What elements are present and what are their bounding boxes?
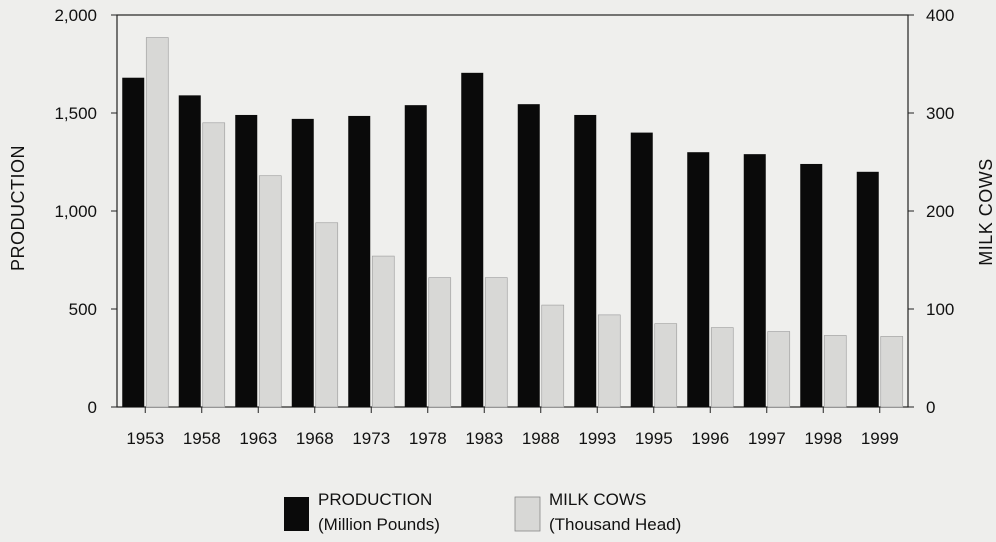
bar-production-1968 — [291, 118, 314, 407]
x-tick-label-1968: 1968 — [296, 429, 334, 448]
bar-production-1963 — [235, 114, 258, 408]
left-tick-label: 1,000 — [54, 202, 97, 221]
bar-production-1999 — [856, 171, 879, 407]
right-tick-label: 400 — [926, 6, 954, 25]
right-tick-label: 0 — [926, 398, 935, 417]
left-tick-label: 0 — [88, 398, 97, 417]
legend-swatch-production — [284, 497, 309, 531]
bar-milk-cows-1999 — [880, 336, 904, 408]
x-tick-label-1997: 1997 — [748, 429, 786, 448]
right-tick-label: 200 — [926, 202, 954, 221]
legend-unit-milk-cows: (Thousand Head) — [549, 515, 681, 534]
x-tick-label-1958: 1958 — [183, 429, 221, 448]
right-axis-title: MILK COWS — [976, 158, 996, 266]
x-tick-label-1983: 1983 — [465, 429, 503, 448]
bar-production-1953 — [122, 77, 145, 407]
x-tick-label-1973: 1973 — [352, 429, 390, 448]
x-tick-label-1963: 1963 — [239, 429, 277, 448]
bar-production-1993 — [574, 114, 597, 408]
legend-label-milk-cows: MILK COWS — [549, 490, 646, 509]
legend-label-production: PRODUCTION — [318, 490, 432, 509]
bar-milk-cows-1993 — [597, 314, 621, 408]
x-tick-label-1995: 1995 — [635, 429, 673, 448]
axes-group: 1953 1958 1963 1968 1973 1978 1983 1988 1993 1995… — [54, 6, 954, 448]
left-tick-label: 1,500 — [54, 104, 97, 123]
bar-milk-cows-1953 — [145, 37, 169, 408]
bar-production-1988 — [517, 104, 540, 408]
bar-production-1996 — [687, 152, 710, 407]
x-tick-label-1953: 1953 — [126, 429, 164, 448]
left-tick-label: 500 — [69, 300, 97, 319]
x-tick-label-1996: 1996 — [691, 429, 729, 448]
x-tick-label-1999: 1999 — [861, 429, 899, 448]
bar-milk-cows-1998 — [823, 335, 847, 408]
right-tick-label: 300 — [926, 104, 954, 123]
bar-production-1983 — [461, 72, 484, 407]
bar-production-1998 — [800, 163, 823, 407]
bars-group — [122, 37, 904, 408]
bar-milk-cows-1988 — [541, 304, 565, 408]
bar-production-1978 — [404, 105, 427, 407]
bar-milk-cows-1997 — [767, 331, 791, 408]
bar-milk-cows-1995 — [654, 323, 678, 408]
bar-milk-cows-1983 — [484, 277, 508, 408]
bar-milk-cows-1968 — [315, 222, 339, 408]
left-tick-label: 2,000 — [54, 6, 97, 25]
bar-production-1997 — [743, 154, 766, 407]
bar-milk-cows-1978 — [428, 277, 452, 408]
bar-production-1973 — [348, 115, 371, 407]
x-tick-label-1993: 1993 — [578, 429, 616, 448]
legend-swatch-milk-cows — [514, 496, 541, 532]
x-tick-label-1988: 1988 — [522, 429, 560, 448]
legend: PRODUCTION (Million Pounds) MILK COWS (T… — [284, 490, 681, 534]
x-tick-label-1978: 1978 — [409, 429, 447, 448]
bar-production-1958 — [178, 95, 201, 408]
bar-milk-cows-1973 — [371, 255, 395, 408]
bar-production-1995 — [630, 132, 653, 407]
bar-milk-cows-1996 — [710, 327, 734, 408]
left-axis-title: PRODUCTION — [8, 145, 28, 271]
bar-milk-cows-1958 — [202, 122, 226, 408]
right-tick-label: 100 — [926, 300, 954, 319]
x-tick-label-1998: 1998 — [804, 429, 842, 448]
bar-milk-cows-1963 — [258, 175, 282, 408]
legend-unit-production: (Million Pounds) — [318, 515, 440, 534]
